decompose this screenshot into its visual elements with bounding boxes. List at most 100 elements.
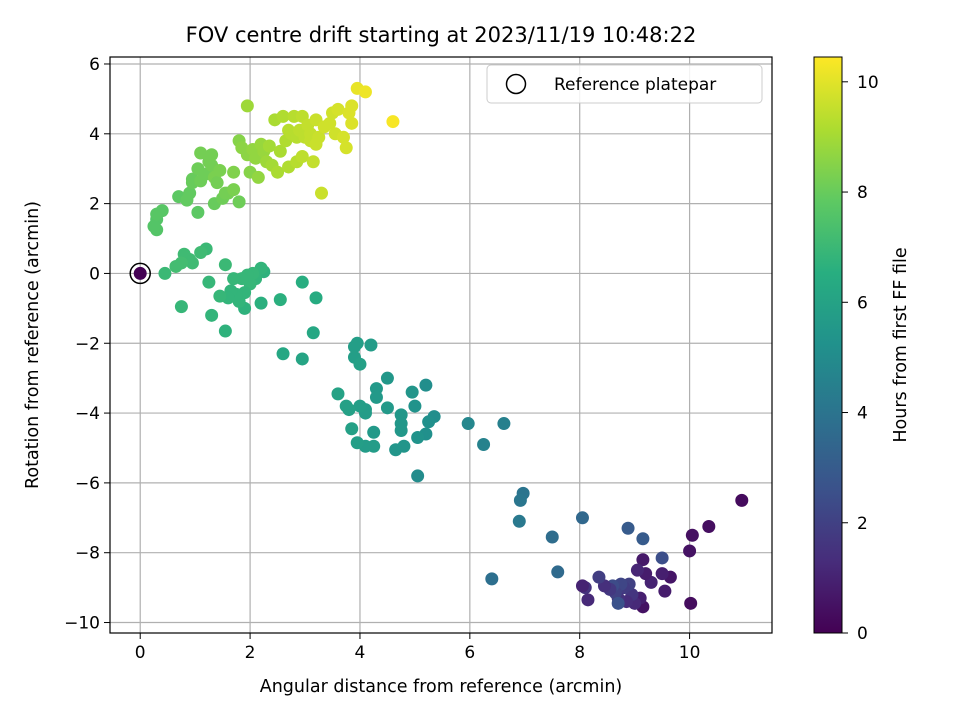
y-tick-label: 2 bbox=[89, 195, 100, 215]
scatter-point bbox=[133, 266, 147, 280]
scatter-point bbox=[169, 259, 183, 273]
scatter-point bbox=[251, 170, 265, 184]
scatter-point bbox=[477, 437, 491, 451]
scatter-point bbox=[350, 436, 364, 450]
scatter-point bbox=[394, 424, 408, 438]
scatter-point bbox=[312, 130, 326, 144]
chart-title: FOV centre drift starting at 2023/11/19 … bbox=[186, 23, 697, 47]
scatter-point bbox=[218, 258, 232, 272]
x-tick-label: 2 bbox=[245, 643, 256, 663]
scatter-point bbox=[655, 551, 669, 565]
scatter-point bbox=[358, 85, 372, 99]
scatter-point bbox=[306, 326, 320, 340]
scatter-point bbox=[194, 245, 208, 259]
scatter-point bbox=[364, 338, 378, 352]
scatter-point bbox=[194, 146, 208, 160]
scatter-point bbox=[191, 205, 205, 219]
y-tick-label: −4 bbox=[75, 404, 100, 424]
scatter-point bbox=[405, 385, 419, 399]
colorbar-tick-label: 4 bbox=[857, 404, 868, 424]
scatter-point bbox=[345, 422, 359, 436]
scatter-point bbox=[684, 596, 698, 610]
scatter-point bbox=[339, 141, 353, 155]
colorbar-tick-label: 2 bbox=[857, 514, 868, 534]
scatter-point bbox=[271, 165, 285, 179]
colorbar-tick-label: 8 bbox=[857, 183, 868, 203]
scatter-point bbox=[295, 149, 309, 163]
scatter-point bbox=[636, 532, 650, 546]
y-tick-label: 6 bbox=[89, 55, 100, 75]
colorbar-tick-label: 6 bbox=[857, 293, 868, 313]
scatter-point bbox=[254, 296, 268, 310]
scatter-point bbox=[347, 340, 361, 354]
legend-label-reference: Reference platepar bbox=[554, 75, 716, 95]
x-tick-label: 6 bbox=[464, 643, 475, 663]
x-tick-label: 10 bbox=[679, 643, 701, 663]
scatter-point bbox=[295, 352, 309, 366]
y-axis-ticks: −10 −8 −6 −4 −2 0 2 4 6 bbox=[64, 55, 110, 634]
scatter-point bbox=[227, 272, 241, 286]
colorbar-gradient bbox=[813, 56, 843, 634]
scatter-point bbox=[575, 511, 589, 525]
scatter-point bbox=[513, 493, 527, 507]
colorbar-label: Hours from first FF file bbox=[891, 247, 911, 442]
scatter-point bbox=[685, 528, 699, 542]
scatter-point bbox=[339, 399, 353, 413]
scatter-point bbox=[422, 415, 436, 429]
scatter-point bbox=[276, 109, 290, 123]
x-tick-label: 4 bbox=[355, 643, 366, 663]
scatter-point bbox=[386, 115, 400, 129]
scatter-point bbox=[309, 291, 323, 305]
scatter-point bbox=[735, 493, 749, 507]
scatter-point bbox=[227, 165, 241, 179]
scatter-point bbox=[411, 431, 425, 445]
scatter-point bbox=[592, 570, 606, 584]
scatter-point bbox=[213, 163, 227, 177]
scatter-point bbox=[276, 347, 290, 361]
scatter-point bbox=[512, 514, 526, 528]
scatter-point bbox=[545, 530, 559, 544]
colorbar-tick-label: 10 bbox=[857, 73, 879, 93]
scatter-point bbox=[702, 520, 716, 534]
scatter-point bbox=[218, 324, 232, 338]
scatter-point bbox=[461, 417, 475, 431]
scatter-point bbox=[315, 186, 329, 200]
scatter-point bbox=[345, 116, 359, 130]
y-tick-label: 4 bbox=[89, 125, 100, 145]
legend-box bbox=[486, 64, 763, 104]
scatter-point bbox=[683, 544, 697, 558]
scatter-point bbox=[273, 293, 287, 307]
x-tick-label: 8 bbox=[574, 643, 585, 663]
scatter-point bbox=[147, 219, 161, 233]
scatter-point bbox=[389, 443, 403, 457]
scatter-point bbox=[497, 417, 511, 431]
scatter-point bbox=[183, 186, 197, 200]
scatter-point bbox=[155, 204, 169, 218]
y-axis-label: Rotation from reference (arcmin) bbox=[23, 201, 43, 489]
scatter-point bbox=[353, 399, 367, 413]
scatter-point bbox=[581, 593, 595, 607]
scatter-point bbox=[227, 183, 241, 197]
x-axis-label: Angular distance from reference (arcmin) bbox=[260, 677, 623, 697]
scatter-point bbox=[419, 378, 433, 392]
x-tick-label: 0 bbox=[135, 643, 146, 663]
scatter-point bbox=[210, 176, 224, 190]
scatter-point bbox=[345, 99, 359, 113]
scatter-point bbox=[331, 102, 345, 116]
scatter-point bbox=[575, 579, 589, 593]
scatter-point bbox=[295, 275, 309, 289]
scatter-point bbox=[636, 553, 650, 567]
scatter-point bbox=[485, 572, 499, 586]
scatter-point bbox=[369, 390, 383, 404]
scatter-point bbox=[273, 144, 287, 158]
colorbar: 0 2 4 6 8 10 Hours from first FF file bbox=[813, 56, 911, 644]
scatter-point bbox=[611, 596, 625, 610]
scatter-point bbox=[658, 584, 672, 598]
scatter-point bbox=[158, 266, 172, 280]
scatter-point bbox=[331, 387, 345, 401]
y-tick-label: 0 bbox=[89, 264, 100, 284]
scatter-point bbox=[323, 116, 337, 130]
colorbar-tick-label: 0 bbox=[857, 624, 868, 644]
y-tick-label: −6 bbox=[75, 474, 100, 494]
colorbar-ticks: 0 2 4 6 8 10 bbox=[842, 73, 879, 644]
